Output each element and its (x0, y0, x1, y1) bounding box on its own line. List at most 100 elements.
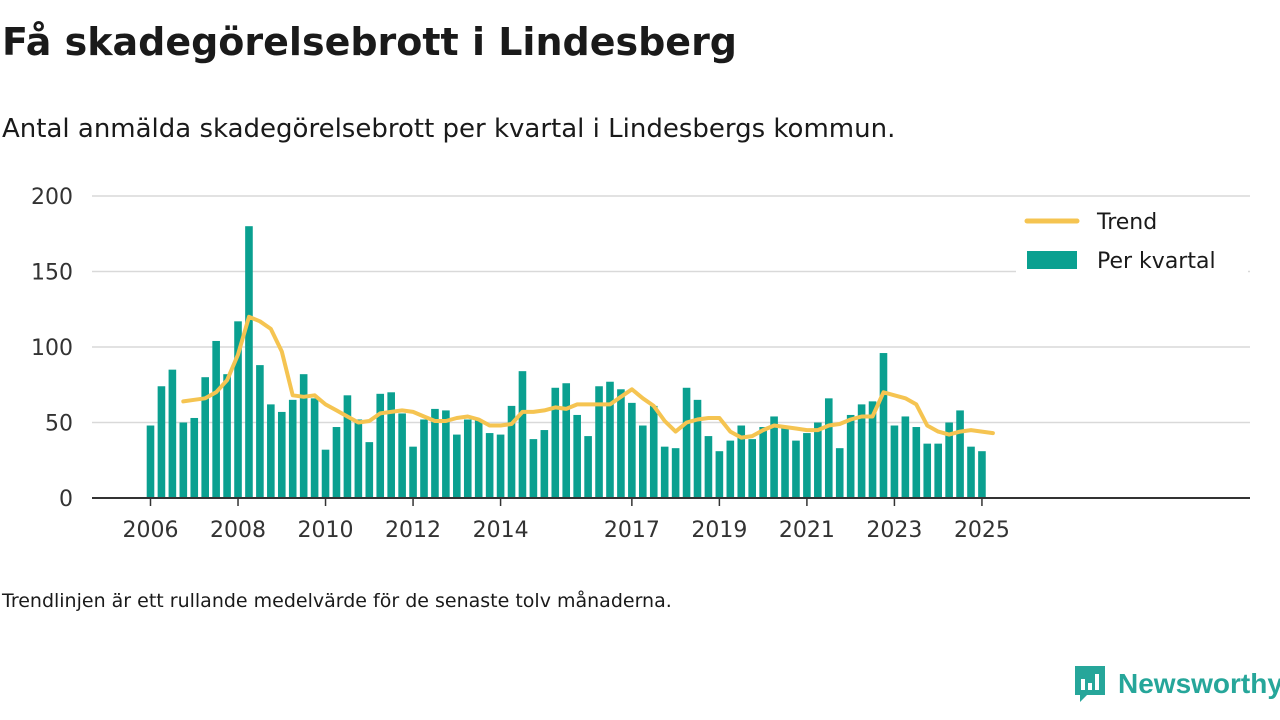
bar (267, 404, 275, 498)
bar (343, 395, 352, 498)
bar (562, 383, 571, 498)
bar (814, 422, 822, 498)
y-tick-label: 200 (31, 185, 73, 210)
trend-line (181, 314, 995, 440)
footnote: Trendlinjen är ett rullande medelvärde f… (2, 590, 672, 612)
bar (639, 425, 647, 498)
bar (901, 416, 910, 498)
bar (923, 443, 932, 498)
bar (770, 416, 778, 498)
x-tick-label: 2021 (779, 518, 835, 543)
bar (978, 451, 986, 498)
bar (890, 425, 899, 498)
bar (857, 404, 866, 498)
bar (256, 365, 264, 498)
x-tick-label: 2023 (866, 518, 922, 543)
bar (321, 449, 330, 498)
bar (288, 399, 297, 498)
y-tick-label: 50 (45, 412, 73, 437)
brand-logo: Newsworthy (1072, 664, 1280, 704)
bar (365, 442, 374, 498)
bar (223, 374, 231, 498)
bar (201, 377, 209, 498)
x-tick-label: 2010 (298, 518, 354, 543)
x-tick-label: 2017 (604, 518, 660, 543)
bar (179, 422, 188, 498)
bar (485, 433, 494, 498)
bar (846, 414, 855, 498)
chart-title: Få skadegörelsebrott i Lindesberg (2, 20, 738, 64)
bars (146, 226, 986, 498)
bar (671, 448, 680, 498)
bar (409, 446, 417, 498)
legend-bar-swatch (1027, 251, 1077, 269)
bar (715, 451, 724, 498)
y-axis-ticks: 0 50 100 150 200 (31, 185, 73, 512)
bar (573, 414, 581, 498)
legend: Trend Per kvartal (1016, 204, 1248, 276)
bar (507, 405, 516, 498)
bar (792, 440, 800, 498)
x-tick-label: 2019 (691, 518, 747, 543)
bar (748, 439, 756, 498)
bar (540, 430, 549, 498)
x-tick-label: 2012 (385, 518, 441, 543)
bar (529, 439, 538, 498)
bar (463, 419, 472, 498)
legend-trend-label: Trend (1096, 210, 1157, 235)
bar (781, 427, 789, 498)
bar (310, 398, 319, 498)
brand-name: Newsworthy (1118, 668, 1280, 699)
y-tick-label: 150 (31, 261, 73, 286)
y-tick-label: 0 (59, 487, 73, 512)
bar (496, 434, 505, 498)
x-tick-label: 2025 (954, 518, 1010, 543)
gridlines (92, 195, 1250, 424)
bar (277, 411, 286, 498)
bar (682, 387, 691, 498)
bar (442, 410, 450, 498)
bar (967, 446, 975, 498)
bar (595, 386, 603, 498)
bar (945, 422, 953, 498)
bar (398, 413, 406, 498)
bar (628, 402, 636, 498)
bar (956, 410, 964, 498)
bar (868, 401, 877, 498)
bar (737, 425, 746, 498)
chart-area: 0 50 100 150 200 2006 2008 2010 2012 2014 2017 201… (31, 185, 1250, 543)
bar (157, 386, 166, 498)
bar (649, 405, 658, 498)
bar (474, 419, 483, 498)
x-tick-label: 2008 (210, 518, 266, 543)
bar (245, 226, 253, 498)
bar (759, 427, 767, 498)
bar (299, 374, 308, 498)
x-tick-label: 2006 (123, 518, 179, 543)
bar (704, 436, 713, 498)
x-axis-ticks: 2006 2008 2010 2012 2014 2017 2019 2021 2023 2025 (123, 498, 1010, 543)
chart-subtitle: Antal anmälda skadegörelsebrott per kvar… (2, 114, 896, 144)
bar (234, 321, 242, 498)
bar (693, 399, 702, 498)
bar (212, 340, 220, 498)
bar (660, 446, 669, 498)
newsworthy-icon (1075, 666, 1105, 702)
bar (354, 419, 363, 498)
x-tick-label: 2014 (473, 518, 529, 543)
bar (934, 443, 942, 498)
legend-bar-label: Per kvartal (1097, 249, 1216, 274)
bar (146, 425, 155, 498)
bar (518, 371, 527, 498)
bar (431, 408, 439, 498)
bar (420, 419, 428, 498)
bar (879, 353, 888, 498)
y-tick-label: 100 (31, 336, 73, 361)
bar (824, 398, 833, 498)
bar (453, 434, 461, 498)
bar (584, 436, 592, 498)
bar (726, 440, 735, 498)
bar (551, 387, 560, 498)
bar (376, 393, 385, 498)
bar (606, 381, 614, 498)
